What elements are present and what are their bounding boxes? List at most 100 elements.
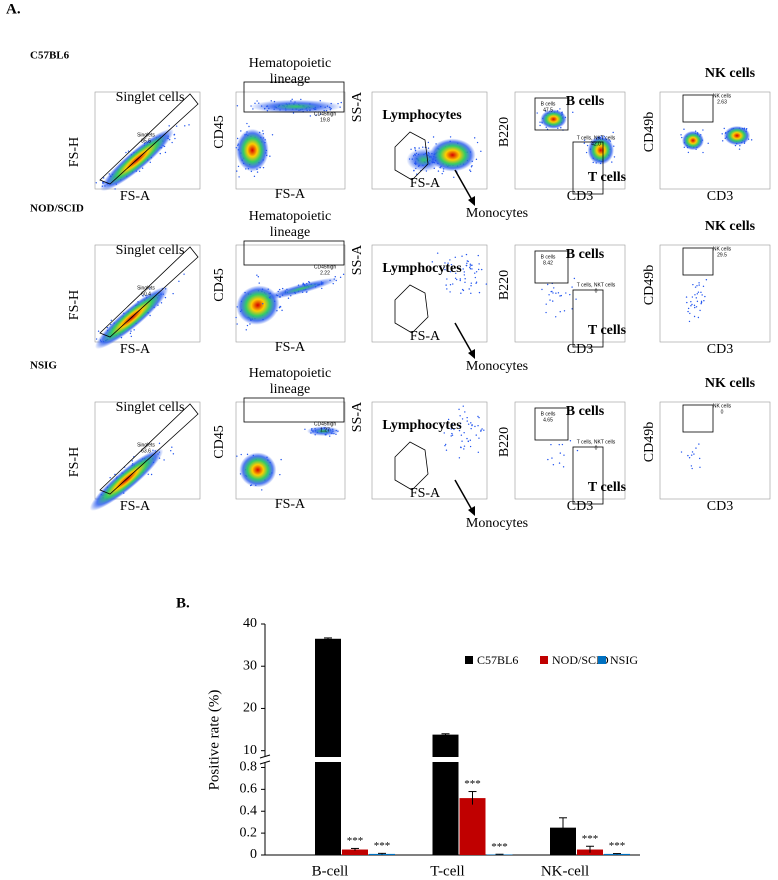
label: Singlets [137, 442, 155, 448]
gate [572, 289, 604, 348]
y-tick-label: 10 [243, 743, 257, 758]
x-tick-label: NK-cell [541, 863, 589, 879]
arrow [454, 169, 473, 201]
label: 60.4 [141, 291, 151, 297]
event-dot [583, 142, 586, 144]
event-dot [466, 437, 468, 440]
density [89, 448, 164, 511]
flow-plot [235, 401, 346, 500]
label: CD49b [642, 422, 657, 462]
event-dot [551, 457, 553, 459]
label: CD45high [314, 421, 336, 427]
event-dot [698, 282, 700, 284]
event-dot [555, 316, 557, 318]
event-dot [443, 266, 445, 269]
panel-label: A. [6, 1, 21, 17]
event-dot [114, 473, 116, 476]
event-dot [173, 133, 176, 136]
event-dot [478, 416, 480, 419]
event-dot [444, 268, 446, 271]
flow-plot [514, 244, 626, 343]
label: 29.5 [717, 252, 727, 258]
event-dot [453, 428, 455, 431]
plot-frame [235, 401, 346, 500]
label: T cells, NKT cells [577, 282, 616, 288]
event-dot [246, 453, 249, 456]
label: SS-A [350, 244, 365, 275]
gate [534, 407, 569, 441]
event-dot [454, 277, 457, 280]
event-dot [413, 170, 415, 172]
event-dot [450, 435, 452, 437]
axis-break [259, 754, 271, 759]
flow-plot [235, 91, 346, 190]
bar [315, 638, 341, 757]
event-dot [686, 301, 688, 304]
event-dot [687, 307, 690, 310]
gate [394, 441, 429, 491]
event-dot [332, 282, 334, 285]
event-dot [573, 277, 576, 280]
y-axis-title: Positive rate (%) [206, 690, 222, 791]
event-dot [739, 144, 741, 147]
event-dot [236, 137, 239, 140]
event-dot [464, 278, 466, 280]
legend-label: C57BL6 [477, 653, 518, 667]
label: T cells [588, 480, 627, 495]
event-dot [433, 167, 435, 170]
event-dot [477, 415, 479, 418]
event-dot [477, 254, 479, 257]
label: FS-A [120, 189, 151, 204]
event-dot [279, 473, 281, 476]
event-dot [693, 315, 696, 318]
event-dot [700, 300, 703, 303]
event-dot [480, 430, 482, 432]
event-dot [449, 291, 451, 293]
event-dot [158, 442, 161, 445]
event-dot [707, 142, 709, 145]
event-dot [701, 294, 703, 296]
event-dot [470, 292, 472, 295]
label: CD3 [567, 189, 593, 204]
label: 85.5 [141, 138, 151, 144]
gate [394, 284, 429, 334]
label: Singlet cells [116, 90, 185, 105]
event-dot [463, 445, 466, 447]
event-dot [431, 261, 434, 263]
event-dot [436, 252, 439, 254]
label: 47.5 [543, 107, 553, 113]
event-dot [558, 443, 560, 446]
label: Monocytes [466, 359, 528, 374]
event-dot [451, 424, 454, 426]
label: 2.22 [320, 270, 330, 276]
event-dot [461, 440, 463, 442]
x-tick-label: T-cell [430, 863, 464, 879]
event-dot [449, 259, 451, 261]
legend-swatch [465, 656, 473, 664]
event-dot [560, 127, 562, 129]
event-dot [334, 276, 336, 278]
event-dot [694, 306, 696, 309]
label: SS-A [350, 91, 365, 122]
event-dot [696, 300, 699, 303]
event-dot [236, 105, 239, 107]
lineage-label: Hematopoietic lineage [249, 56, 331, 87]
axis-break [259, 760, 271, 765]
label: CD49b [642, 112, 657, 152]
event-dot [683, 146, 686, 148]
density [306, 426, 340, 436]
plot-frame [514, 91, 626, 190]
event-dot [470, 422, 472, 424]
significance: *** [374, 840, 391, 852]
event-dot [463, 274, 466, 276]
event-dot [695, 297, 697, 299]
event-dot [245, 329, 247, 331]
event-dot [683, 128, 685, 130]
label: CD3 [707, 189, 733, 204]
event-dot [168, 125, 170, 127]
event-dot [563, 310, 566, 312]
event-dot [470, 166, 473, 168]
flow-plot [659, 91, 771, 190]
event-dot [700, 303, 702, 305]
event-dot [258, 282, 260, 284]
